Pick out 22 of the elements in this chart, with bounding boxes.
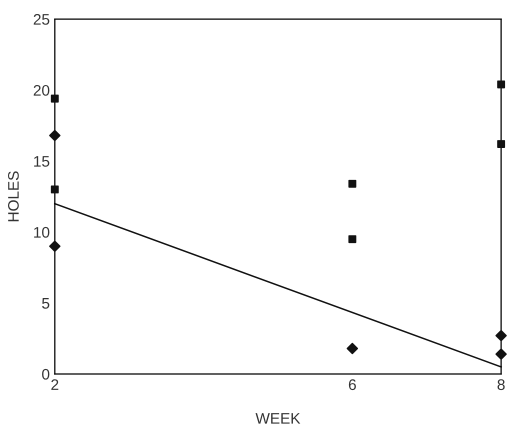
y-tick-label: 5 — [42, 298, 50, 309]
point — [49, 240, 61, 252]
point — [346, 342, 358, 354]
y-tick-label: 10 — [34, 226, 50, 238]
x-tick-label: 2 — [51, 379, 58, 390]
point — [50, 186, 59, 194]
point — [497, 140, 506, 148]
y-tick-label: 20 — [34, 84, 50, 96]
y-tick-label: 15 — [34, 156, 50, 167]
point — [495, 348, 507, 360]
point — [495, 330, 507, 342]
x-tick-label: 8 — [498, 379, 505, 390]
point — [49, 130, 61, 142]
point — [348, 180, 356, 188]
point — [348, 235, 356, 244]
x-axis-title: WEEK — [256, 413, 300, 424]
y-axis-title: HOLES — [8, 171, 19, 222]
point — [497, 80, 506, 88]
x-tick-label: 6 — [348, 379, 356, 390]
y-tick-label: 0 — [42, 368, 50, 380]
y-tick-label: 25 — [34, 14, 50, 25]
point — [50, 94, 59, 103]
